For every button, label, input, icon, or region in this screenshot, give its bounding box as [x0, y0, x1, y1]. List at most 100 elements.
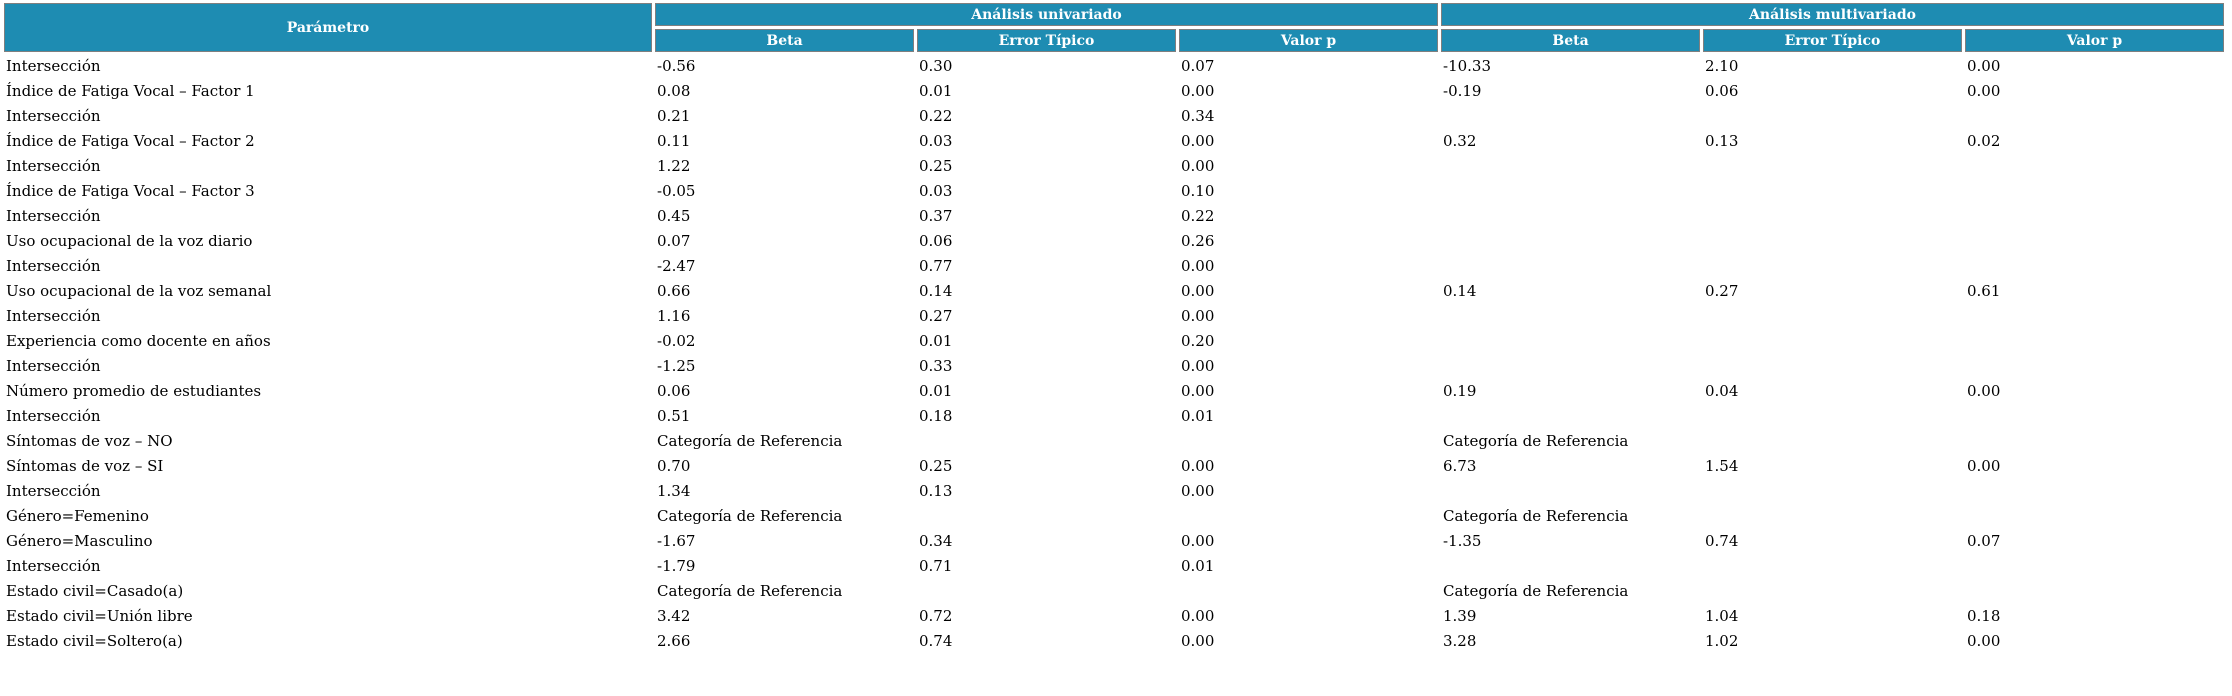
value-cell: Categoría de Referencia: [657, 432, 843, 450]
table-row: Intersección 0.51 0.18 0.01: [4, 405, 2224, 427]
sub-header-row: Beta Error Típico Valor p Beta Error Típ…: [4, 29, 2224, 52]
value-cell: 0.03: [919, 132, 953, 150]
value-cell: [1965, 255, 2224, 277]
value-cell: -1.79: [657, 557, 696, 575]
col-header-beta-univariate: Beta: [655, 29, 914, 52]
value-cell: [1703, 505, 1962, 527]
value-cell: -10.33: [1443, 57, 1492, 75]
value-cell: [917, 505, 1176, 527]
table-row: Uso ocupacional de la voz semanal 0.66 0.1…: [4, 280, 2224, 302]
value-cell: 0.30: [919, 57, 953, 75]
value-cell: 0.00: [1181, 357, 1215, 375]
param-cell: Género=Masculino: [6, 532, 153, 550]
param-cell: Índice de Fatiga Vocal – Factor 1: [6, 82, 255, 100]
value-cell: 0.22: [1181, 207, 1215, 225]
value-cell: 0.07: [1967, 532, 2001, 550]
value-cell: [1703, 155, 1962, 177]
value-cell: [1441, 205, 1700, 227]
value-cell: [1441, 405, 1700, 427]
param-cell: Intersección: [6, 257, 101, 275]
param-column-header: Parámetro: [4, 3, 652, 52]
value-cell: [1441, 555, 1700, 577]
param-cell: Estado civil=Soltero(a): [6, 632, 183, 650]
param-cell: Intersección: [6, 157, 101, 175]
param-cell: Experiencia como docente en años: [6, 332, 271, 350]
value-cell: [1179, 580, 1438, 602]
value-cell: [1965, 205, 2224, 227]
value-cell: [1703, 480, 1962, 502]
value-cell: -1.67: [657, 532, 696, 550]
value-cell: 0.06: [1705, 82, 1739, 100]
table-row: Estado civil=Soltero(a) 2.66 0.74 0.00 3.28 1…: [4, 630, 2224, 652]
value-cell: 0.00: [1967, 57, 2001, 75]
value-cell: 0.45: [657, 207, 691, 225]
value-cell: [1703, 355, 1962, 377]
param-cell: Género=Femenino: [6, 507, 149, 525]
param-cell: Uso ocupacional de la voz diario: [6, 232, 253, 250]
param-cell: Índice de Fatiga Vocal – Factor 2: [6, 132, 255, 150]
param-cell: Uso ocupacional de la voz semanal: [6, 282, 272, 300]
value-cell: 0.01: [919, 332, 953, 350]
value-cell: 1.54: [1705, 457, 1739, 475]
value-cell: 0.01: [1181, 407, 1215, 425]
value-cell: 0.14: [919, 282, 953, 300]
value-cell: Categoría de Referencia: [657, 582, 843, 600]
value-cell: 0.25: [919, 457, 953, 475]
value-cell: [1965, 180, 2224, 202]
param-cell: Número promedio de estudiantes: [6, 382, 262, 400]
value-cell: 1.02: [1705, 632, 1739, 650]
value-cell: [1441, 355, 1700, 377]
value-cell: 1.16: [657, 307, 691, 325]
table-row: Intersección 1.34 0.13 0.00: [4, 480, 2224, 502]
value-cell: 0.00: [1967, 632, 2001, 650]
table-row: Síntomas de voz – SI 0.70 0.25 0.00 6.73 1.54…: [4, 455, 2224, 477]
group-header-univariate: Análisis univariado: [655, 3, 1438, 26]
value-cell: [1703, 305, 1962, 327]
value-cell: 0.00: [1181, 157, 1215, 175]
value-cell: 1.22: [657, 157, 691, 175]
value-cell: 0.13: [919, 482, 953, 500]
value-cell: -0.19: [1443, 82, 1482, 100]
table-row: Intersección -2.47 0.77 0.00: [4, 255, 2224, 277]
table-row: Experiencia como docente en años -0.02 0.0…: [4, 330, 2224, 352]
value-cell: 0.74: [919, 632, 953, 650]
col-header-error-tipico-univariate: Error Típico: [917, 29, 1176, 52]
value-cell: 0.06: [919, 232, 953, 250]
value-cell: 0.00: [1967, 382, 2001, 400]
value-cell: [1703, 405, 1962, 427]
value-cell: 0.77: [919, 257, 953, 275]
value-cell: 0.25: [919, 157, 953, 175]
value-cell: -0.05: [657, 182, 696, 200]
param-cell: Intersección: [6, 107, 101, 125]
table-row: Intersección 0.21 0.22 0.34: [4, 105, 2224, 127]
value-cell: [1179, 430, 1438, 452]
table-row: Intersección -1.25 0.33 0.00: [4, 355, 2224, 377]
value-cell: [1441, 180, 1700, 202]
param-cell: Intersección: [6, 307, 101, 325]
value-cell: [1441, 305, 1700, 327]
value-cell: [1441, 105, 1700, 127]
value-cell: 0.00: [1181, 132, 1215, 150]
table-row: Uso ocupacional de la voz diario 0.07 0.06…: [4, 230, 2224, 252]
value-cell: 0.01: [919, 382, 953, 400]
value-cell: [917, 580, 1176, 602]
value-cell: [917, 430, 1176, 452]
table-row: Género=Masculino -1.67 0.34 0.00 -1.35 0.74 0.…: [4, 530, 2224, 552]
value-cell: [1703, 430, 1962, 452]
regression-results-table: Parámetro Análisis univariado Análisis m…: [1, 0, 2227, 655]
value-cell: [1965, 405, 2224, 427]
value-cell: -0.02: [657, 332, 696, 350]
param-cell: Estado civil=Unión libre: [6, 607, 193, 625]
value-cell: [1703, 205, 1962, 227]
value-cell: 0.21: [657, 107, 691, 125]
value-cell: [1965, 230, 2224, 252]
value-cell: -0.56: [657, 57, 696, 75]
value-cell: 2.10: [1705, 57, 1739, 75]
value-cell: [1441, 330, 1700, 352]
value-cell: 0.27: [919, 307, 953, 325]
value-cell: 0.03: [919, 182, 953, 200]
value-cell: 3.28: [1443, 632, 1477, 650]
value-cell: Categoría de Referencia: [1443, 582, 1629, 600]
value-cell: [1703, 555, 1962, 577]
value-cell: 0.00: [1181, 82, 1215, 100]
